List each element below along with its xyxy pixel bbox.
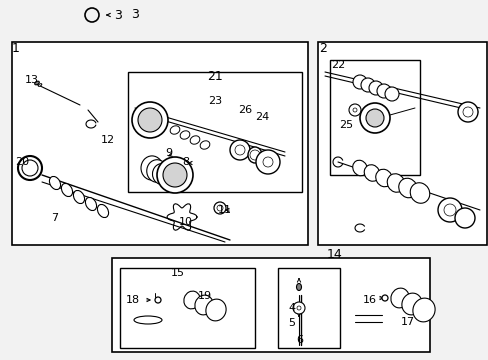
Ellipse shape (352, 75, 366, 89)
Ellipse shape (398, 178, 416, 198)
Ellipse shape (152, 163, 171, 184)
Ellipse shape (296, 284, 301, 291)
Ellipse shape (180, 131, 189, 139)
Text: 10: 10 (179, 217, 193, 227)
Text: 6: 6 (296, 335, 303, 345)
Ellipse shape (401, 293, 421, 315)
Bar (128, 72, 302, 192)
Text: 20: 20 (15, 157, 29, 167)
Circle shape (454, 208, 474, 228)
Text: 17: 17 (400, 317, 414, 327)
Circle shape (132, 102, 168, 138)
Circle shape (365, 109, 383, 127)
Circle shape (157, 157, 193, 193)
Text: 7: 7 (51, 213, 59, 223)
Text: 22: 22 (330, 60, 345, 70)
Ellipse shape (384, 87, 398, 101)
Ellipse shape (97, 204, 108, 217)
Ellipse shape (386, 174, 404, 192)
Ellipse shape (409, 183, 429, 203)
Text: 3: 3 (131, 8, 139, 21)
Ellipse shape (35, 81, 39, 85)
Circle shape (437, 198, 461, 222)
Text: 9: 9 (165, 148, 172, 158)
Ellipse shape (381, 295, 387, 301)
Text: 19: 19 (198, 291, 212, 301)
Ellipse shape (38, 84, 41, 86)
Circle shape (163, 163, 186, 187)
Ellipse shape (61, 184, 72, 197)
Circle shape (235, 145, 244, 155)
Circle shape (348, 104, 360, 116)
Ellipse shape (170, 126, 180, 134)
Ellipse shape (183, 291, 200, 309)
Text: 4: 4 (288, 303, 295, 313)
Text: 3: 3 (114, 9, 122, 22)
Text: 23: 23 (207, 96, 222, 106)
Ellipse shape (412, 298, 434, 322)
Ellipse shape (190, 136, 200, 144)
Ellipse shape (364, 165, 379, 181)
Circle shape (18, 156, 42, 180)
Ellipse shape (368, 81, 382, 95)
Ellipse shape (247, 147, 262, 163)
Ellipse shape (158, 167, 175, 186)
Ellipse shape (352, 160, 366, 176)
Circle shape (22, 160, 38, 176)
Circle shape (352, 108, 356, 112)
Ellipse shape (205, 299, 225, 321)
Ellipse shape (49, 176, 61, 190)
Text: 5: 5 (288, 318, 295, 328)
Circle shape (229, 140, 249, 160)
Text: 15: 15 (171, 268, 184, 278)
Ellipse shape (376, 84, 390, 98)
Ellipse shape (163, 171, 180, 189)
Text: 8: 8 (182, 157, 189, 167)
Ellipse shape (73, 190, 84, 203)
Text: 13: 13 (25, 75, 39, 85)
Bar (329, 60, 419, 175)
Text: 14: 14 (326, 248, 342, 261)
Circle shape (462, 107, 472, 117)
Text: 18: 18 (126, 295, 140, 305)
Ellipse shape (390, 288, 408, 308)
Text: 26: 26 (238, 105, 251, 115)
Bar (12, 42, 307, 245)
Ellipse shape (195, 295, 213, 315)
Text: 21: 21 (207, 69, 223, 82)
Text: 25: 25 (338, 120, 352, 130)
Circle shape (457, 102, 477, 122)
Bar (120, 268, 254, 348)
Text: 24: 24 (254, 112, 268, 122)
Ellipse shape (375, 169, 391, 187)
Circle shape (296, 306, 301, 310)
Circle shape (138, 108, 162, 132)
Text: 16: 16 (362, 295, 376, 305)
Ellipse shape (141, 156, 163, 180)
Circle shape (214, 202, 225, 214)
Bar (112, 258, 429, 352)
Circle shape (263, 157, 272, 167)
Ellipse shape (134, 316, 162, 324)
Text: 2: 2 (318, 41, 326, 54)
Circle shape (359, 103, 389, 133)
Ellipse shape (85, 197, 96, 211)
Circle shape (292, 302, 305, 314)
Text: 11: 11 (218, 205, 231, 215)
Ellipse shape (360, 78, 374, 92)
Circle shape (443, 204, 455, 216)
Circle shape (256, 150, 280, 174)
Circle shape (249, 150, 260, 160)
Bar (317, 42, 486, 245)
Ellipse shape (200, 141, 209, 149)
Circle shape (217, 205, 223, 211)
Text: 1: 1 (12, 41, 20, 54)
Bar (278, 268, 339, 348)
Text: 12: 12 (101, 135, 115, 145)
Ellipse shape (146, 160, 167, 182)
Ellipse shape (155, 297, 161, 303)
